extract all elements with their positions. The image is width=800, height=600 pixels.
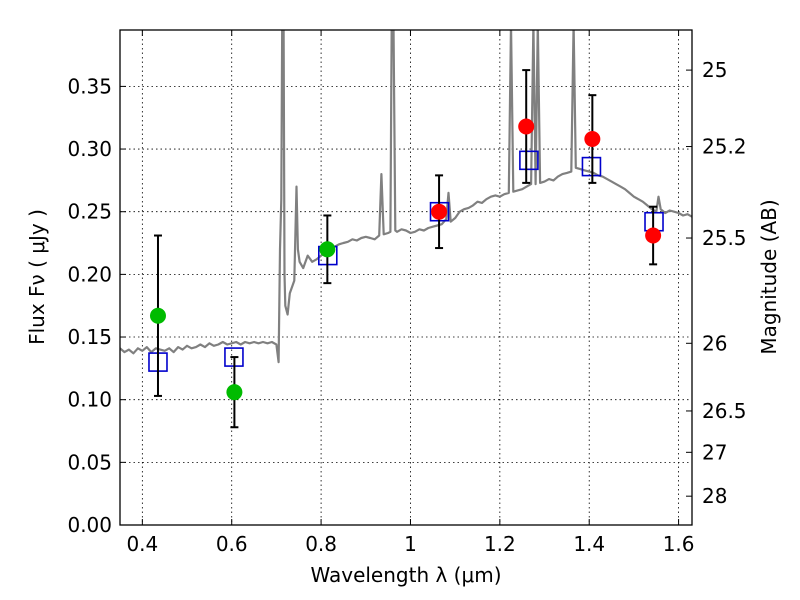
photometry-point — [584, 131, 601, 148]
photometry-point — [149, 307, 166, 324]
axes-frame — [119, 29, 693, 526]
y2-tick-label: 25.5 — [702, 226, 747, 250]
y-tick-label: 0.30 — [67, 137, 112, 161]
x-axis-title: Wavelength λ (μm) — [310, 563, 501, 587]
y2-tick-label: 26 — [702, 331, 727, 355]
photometry-point — [518, 118, 535, 135]
y-tick-label: 0.10 — [67, 388, 112, 412]
y-tick-label: 0.25 — [67, 200, 112, 224]
y2-tick-label: 26.5 — [702, 399, 747, 423]
y-axis-title: Flux Fν ( μJy ) — [25, 209, 49, 345]
x-tick-label: 1.4 — [573, 532, 605, 556]
photometry-point — [319, 241, 336, 258]
y2-tick-label: 27 — [702, 440, 727, 464]
photometry-point — [431, 203, 448, 220]
y2-tick-label: 25.2 — [702, 135, 747, 159]
y-tick-label: 0.35 — [67, 74, 112, 98]
y2-tick-label: 25 — [702, 58, 727, 82]
x-tick-label: 0.4 — [126, 532, 158, 556]
x-tick-label: 0.6 — [216, 532, 248, 556]
x-tick-label: 1.6 — [663, 532, 695, 556]
x-tick-label: 0.8 — [305, 532, 337, 556]
x-tick-label: 1 — [404, 532, 417, 556]
x-tick-label: 1.2 — [484, 532, 516, 556]
y-tick-label: 0.00 — [67, 513, 112, 537]
y-tick-label: 0.20 — [67, 262, 112, 286]
grid-lines — [120, 30, 692, 525]
model-photometry-square — [519, 150, 539, 171]
photometry-point — [645, 227, 662, 244]
y2-tick-label: 28 — [702, 484, 727, 508]
photometry-point — [226, 384, 243, 401]
spectrum-line — [120, 30, 692, 364]
y-tick-label: 0.05 — [67, 450, 112, 474]
y2-axis-title: Magnitude (AB) — [757, 199, 781, 354]
y-tick-label: 0.15 — [67, 325, 112, 349]
axis-ticks: 0.4 0.6 0.8 1 1.2 1.4 1.6 0.00 0.05 0.10 0.15 0.20 0… — [67, 30, 747, 556]
plot-area — [120, 30, 692, 429]
